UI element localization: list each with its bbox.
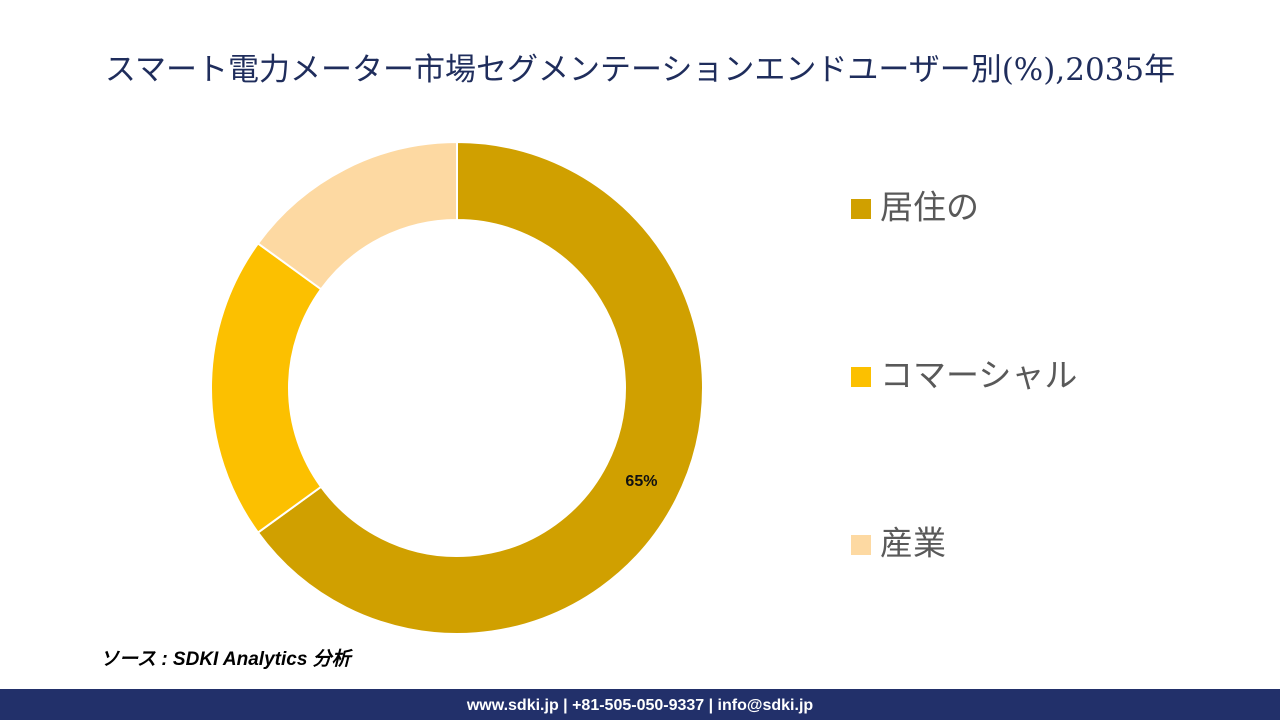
chart-title: スマート電力メーター市場セグメンテーションエンドユーザー別(%),2035年: [105, 52, 1175, 88]
data-label: 65%: [625, 473, 657, 490]
legend-swatch: [851, 199, 871, 219]
source: ソース : SDKI Analytics 分析: [100, 648, 354, 670]
donut-slice: [210, 242, 323, 534]
legend-label: 産業: [880, 524, 946, 563]
legend-swatch: [851, 367, 871, 387]
donut-slice: [256, 140, 704, 635]
footer-bar: [0, 689, 1280, 720]
footer-text: www.sdki.jp | +81-505-050-9337 | info@sd…: [466, 697, 814, 714]
legend-label: 居住の: [880, 188, 979, 227]
legend-label: コマーシャル: [880, 356, 1077, 395]
legend-swatch: [851, 535, 871, 555]
donut-slice: [256, 140, 458, 291]
